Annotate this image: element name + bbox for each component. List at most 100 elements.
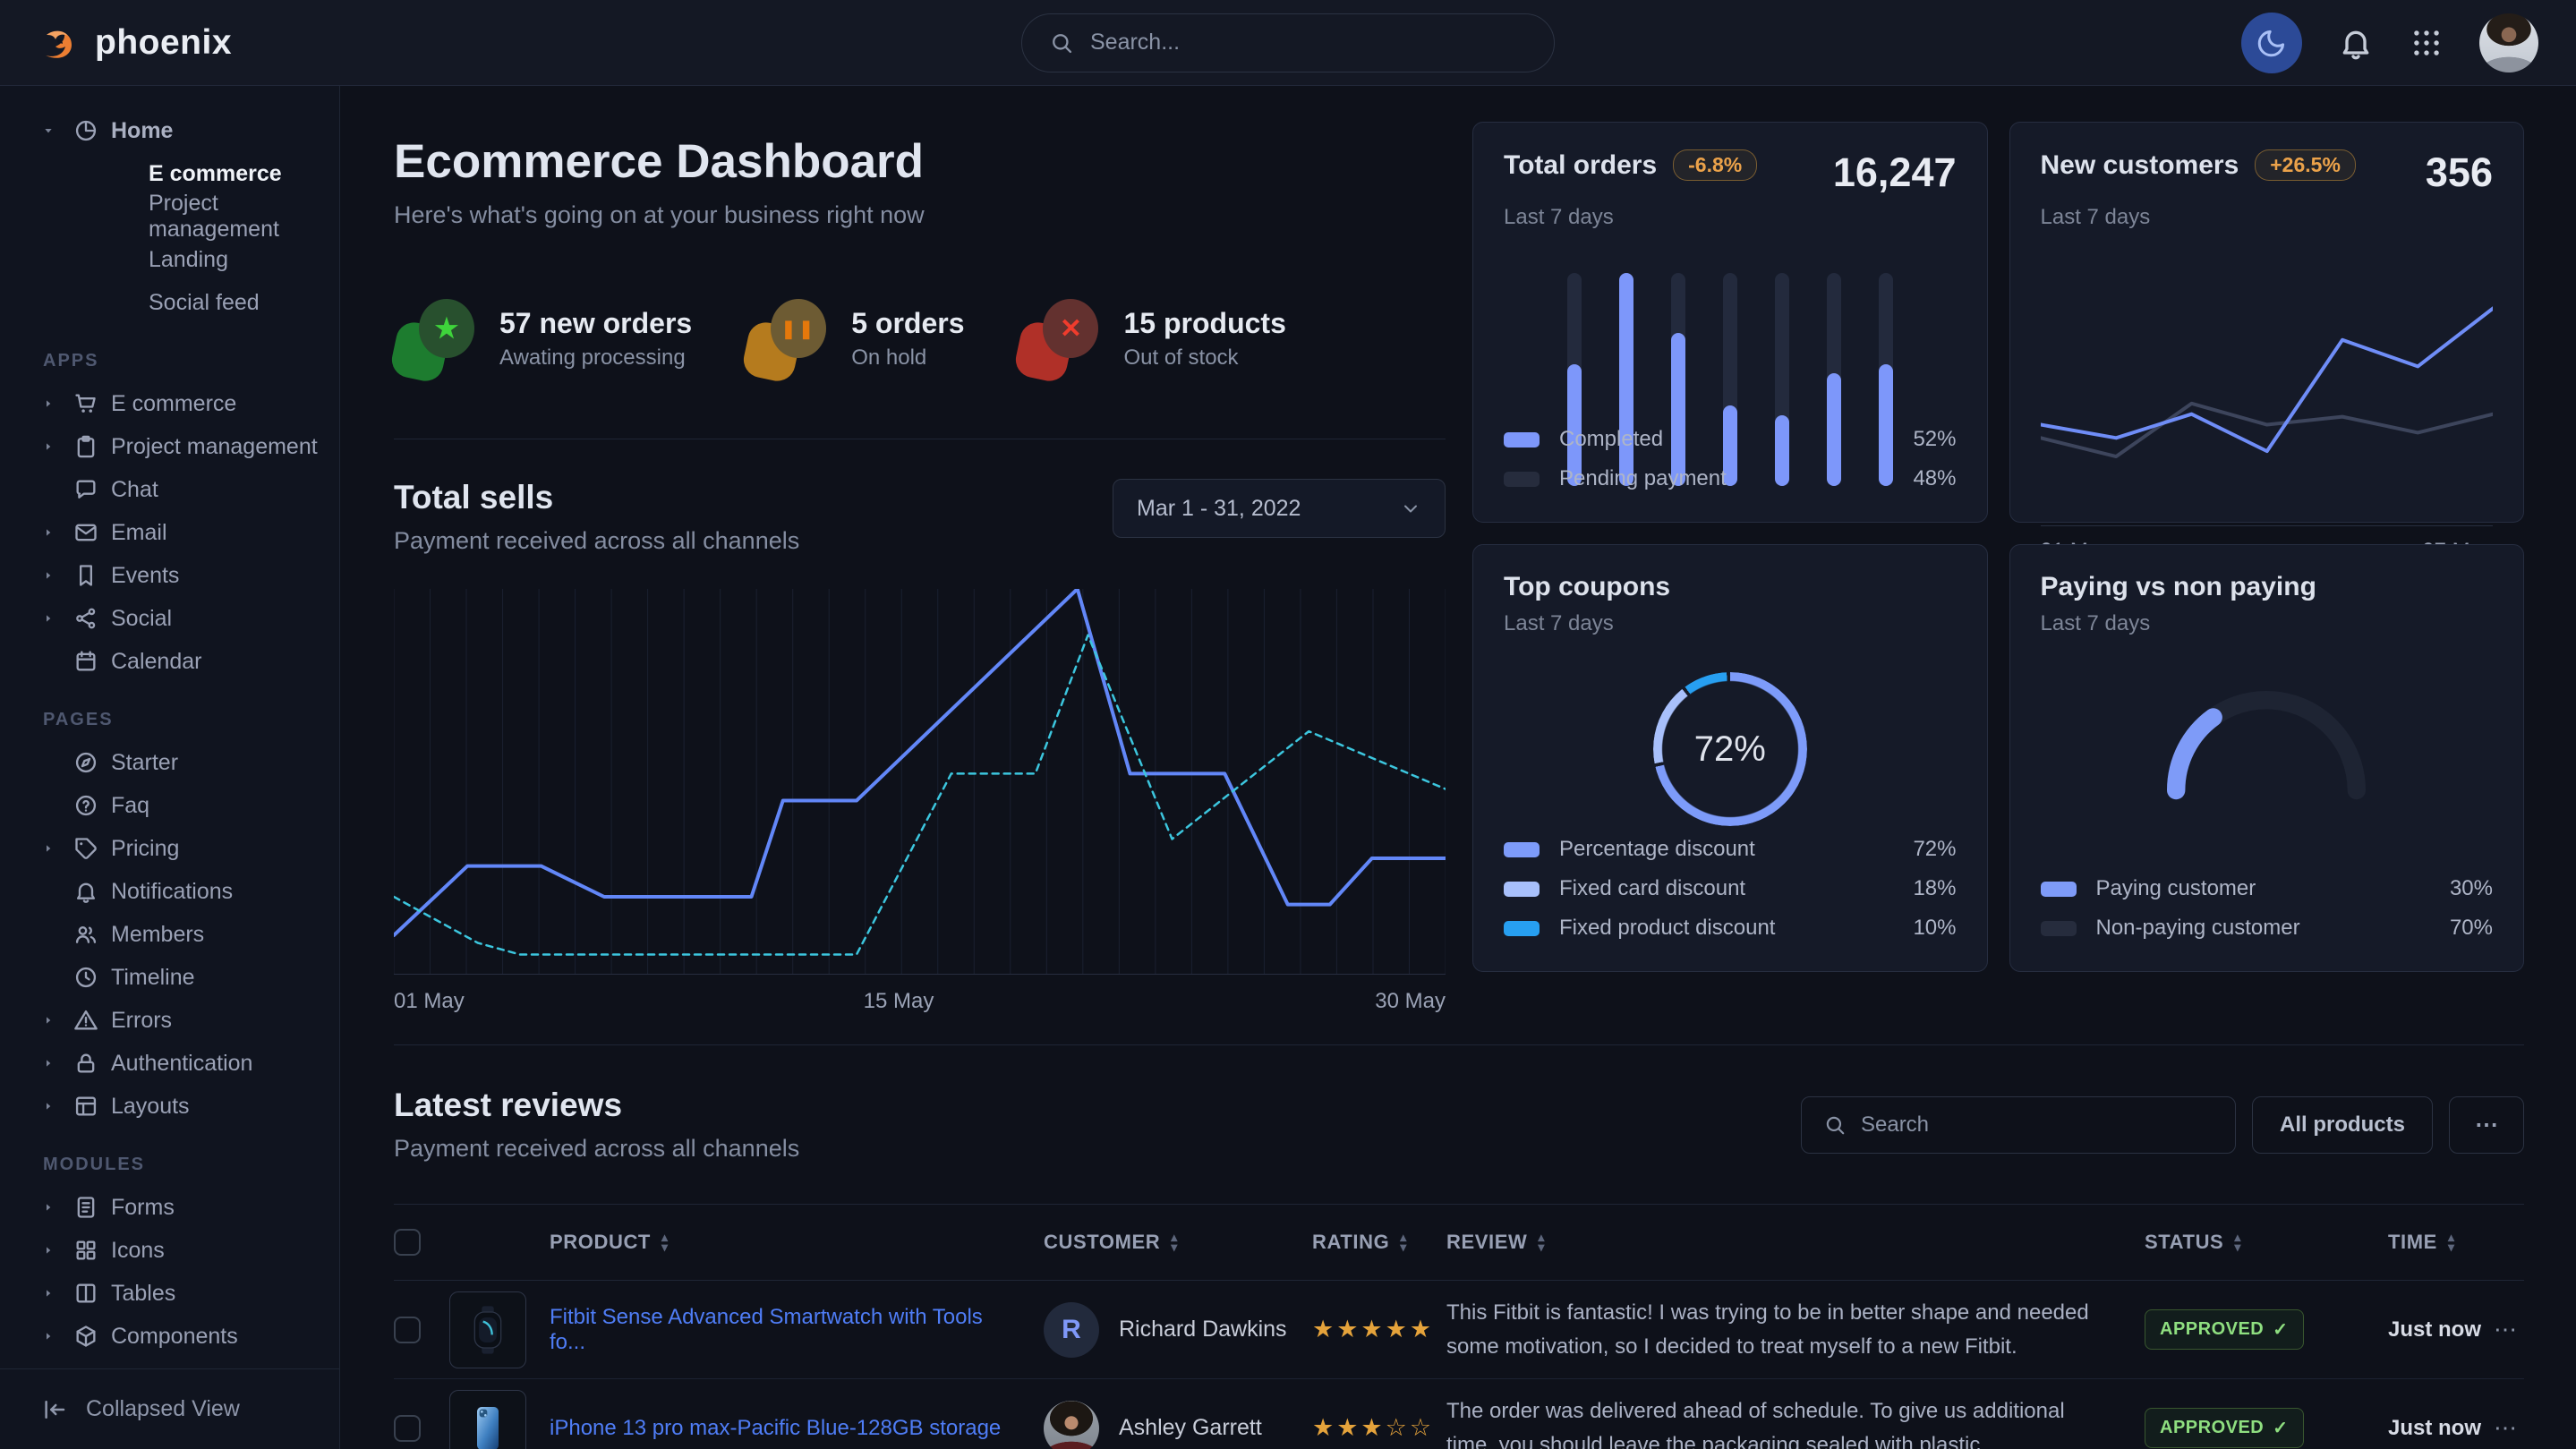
sidebar-item-forms[interactable]: Forms [41,1186,321,1229]
user-avatar[interactable] [2479,13,2538,72]
sidebar-item-label: Project management [111,433,318,459]
status-label: APPROVED [2160,1418,2265,1437]
latest-reviews-section: Latest reviews Payment received across a… [394,1044,2524,1449]
all-products-button[interactable]: All products [2251,1095,2433,1154]
sidebar-item-landing[interactable]: Landing [149,246,228,272]
stat-item: ❚❚ 5 orders On hold [740,297,964,385]
sidebar-item-pricing[interactable]: Pricing [41,827,321,870]
stat-item: ✕ 15 products Out of stock [1012,297,1286,385]
rating-stars: ★★★☆☆ [1312,1414,1435,1441]
reviews-search-input[interactable] [1860,1112,2213,1138]
customer-avatar [1044,1400,1099,1449]
column-header-status[interactable]: STATUS ▴ ▾ [2145,1230,2241,1254]
moon-icon [2256,27,2288,59]
sidebar-item-components[interactable]: Components [41,1315,321,1358]
stats-row: ★ 57 new orders Awating processing ❚❚ 5 orde… [388,297,1446,385]
table-row: iPhone 13 pro max-Pacific Blue-128GB sto… [394,1379,2524,1449]
global-search-input[interactable] [1090,30,1527,55]
paying-gauge-chart [2159,683,2374,801]
row-checkbox[interactable] [394,1414,421,1442]
sidebar-item-social[interactable]: Social [41,597,321,640]
top-navbar: phoenix [0,0,2576,86]
product-thumbnail [449,1389,526,1449]
bell-icon [73,879,98,904]
sidebar-item-email[interactable]: Email [41,511,321,554]
row-more-button[interactable]: ⋯ [2494,1316,2519,1342]
order-bar-fill [1722,405,1737,486]
sidebar-item-starter[interactable]: Starter [41,741,321,784]
sidebar-item-tables[interactable]: Tables [41,1272,321,1315]
collapse-icon [41,1396,68,1423]
reviews-subtitle: Payment received across all channels [394,1135,800,1162]
column-header-rating[interactable]: RATING ▴ ▾ [1312,1230,1407,1254]
legend-row: Fixed product discount 10% [1504,908,1957,948]
sidebar-item-authentication[interactable]: Authentication [41,1042,321,1085]
column-header-review[interactable]: REVIEW ▴ ▾ [1446,1230,1546,1254]
sidebar-item-icons[interactable]: Icons [41,1229,321,1272]
sort-icon: ▴ ▾ [2447,1230,2455,1254]
card-title: New customers [2040,149,2239,180]
sidebar-item-project-management[interactable]: Project management [149,191,279,242]
total-sells-subtitle: Payment received across all channels [394,527,800,554]
sidebar-item-errors[interactable]: Errors [41,999,321,1042]
new-customers-card: New customers +26.5% 356 Last 7 days 01 … [2009,122,2524,563]
status-label: APPROVED [2160,1319,2265,1339]
order-bar [1722,273,1737,486]
total-sells-chart [394,589,1446,974]
sidebar-item-label: Components [111,1323,238,1349]
column-header-time[interactable]: TIME ▴ ▾ [2388,1230,2455,1254]
pause-glyph: ❚❚ [780,319,816,339]
sidebar-item-e-commerce[interactable]: E commerce [41,382,321,425]
stat-value: 57 new orders [499,306,693,339]
sidebar-item-timeline[interactable]: Timeline [41,956,321,999]
row-checkbox[interactable] [394,1316,421,1343]
rating-stars: ★★★★★ [1312,1316,1435,1342]
row-more-button[interactable]: ⋯ [2494,1414,2519,1441]
sidebar-item-events[interactable]: Events [41,554,321,597]
share-icon [73,606,98,631]
app-grid-button[interactable] [2410,26,2444,60]
global-search[interactable] [1021,13,1555,72]
theme-toggle-button[interactable] [2241,12,2302,73]
file-icon [73,1195,98,1220]
reviews-search[interactable] [1800,1095,2236,1154]
phoenix-logo-icon [38,21,81,64]
table-header-row: PRODUCT ▴ ▾ CUSTOMER ▴ ▾ RATING ▴ ▾ REVIEW ▴ ▾ STATU… [394,1204,2524,1281]
brand[interactable]: phoenix [38,21,232,64]
legend-pct: 52% [1913,427,1957,451]
total-orders-card: Total orders -6.8% 16,247 Last 7 days Co… [1472,122,1988,523]
sidebar-item-chat[interactable]: Chat [41,468,321,511]
sidebar-item-social-feed[interactable]: Social feed [149,289,260,315]
top-coupons-card: Top coupons Last 7 days 72% Percentage d… [1472,544,1988,972]
sidebar-item-calendar[interactable]: Calendar [41,640,321,683]
sidebar-item-project-management[interactable]: Project management [41,425,321,468]
sidebar-item-layouts[interactable]: Layouts [41,1085,321,1128]
table-body: Fitbit Sense Advanced Smartwatch with To… [394,1281,2524,1449]
order-bar [1774,273,1789,486]
time-cell: Just now [2388,1415,2482,1440]
sidebar-item-label: Events [111,562,180,588]
sidebar-item-notifications[interactable]: Notifications [41,870,321,913]
caret-down-icon [41,124,61,138]
legend-label: Fixed card discount [1559,876,1746,900]
axis-label: 01 May [394,989,465,1013]
notifications-bell-button[interactable] [2338,25,2374,61]
collapsed-view-toggle[interactable]: Collapsed View [0,1368,339,1449]
sidebar-item-members[interactable]: Members [41,913,321,956]
column-header-customer[interactable]: CUSTOMER ▴ ▾ [1044,1230,1178,1254]
column-header-product[interactable]: PRODUCT ▴ ▾ [550,1230,669,1254]
sidebar-item-faq[interactable]: Faq [41,784,321,827]
select-all-checkbox[interactable] [394,1229,421,1256]
review-text: This Fitbit is fantastic! I was trying t… [1446,1300,2089,1359]
sidebar-item-home[interactable]: Home [41,109,321,152]
caret-right-icon [41,1200,61,1215]
sidebar: Home E commerce Project management Landing S… [0,86,340,1449]
product-link[interactable]: iPhone 13 pro max-Pacific Blue-128GB sto… [550,1415,1002,1440]
more-options-button[interactable]: ⋯ [2449,1095,2524,1154]
date-range-select[interactable]: Mar 1 - 31, 2022 [1113,479,1446,538]
caret-right-icon [41,1243,61,1257]
product-link[interactable]: Fitbit Sense Advanced Smartwatch with To… [550,1304,983,1354]
sidebar-item-e-commerce[interactable]: E commerce [149,160,282,186]
legend-label: Fixed product discount [1559,916,1776,940]
legend-row: Paying customer 30% [2040,869,2493,908]
